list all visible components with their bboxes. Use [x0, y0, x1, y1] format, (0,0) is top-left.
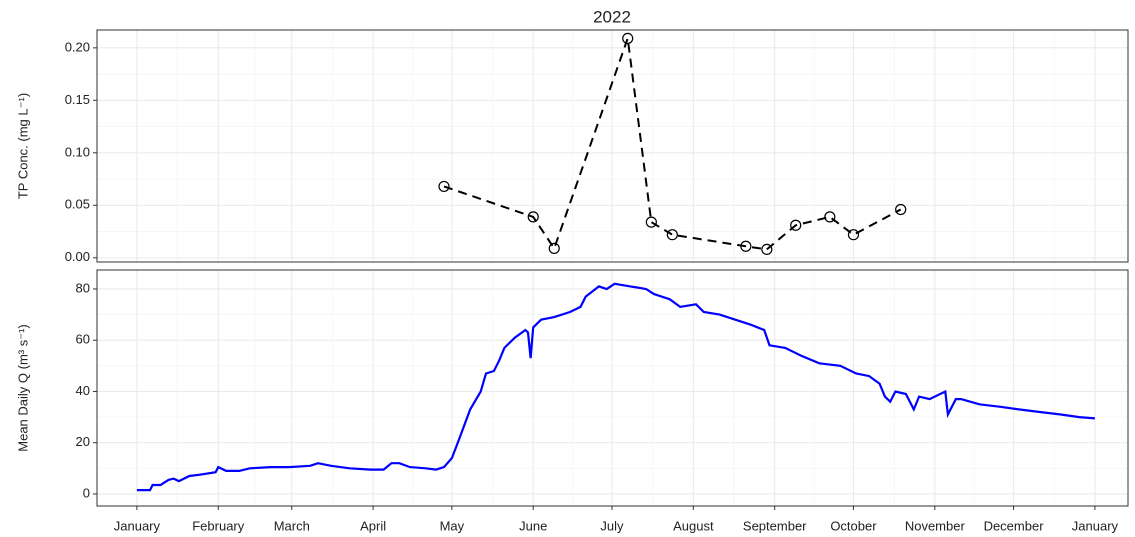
x-tick-label: October [830, 518, 877, 533]
data-line [136, 282, 1095, 492]
data-point [847, 229, 860, 241]
data-point [895, 203, 907, 216]
x-tick-label: January [1072, 518, 1119, 533]
y-axis-label: Mean Daily Q (m³ s⁻¹) [15, 324, 30, 451]
x-tick-label: February [192, 518, 245, 533]
data-point [622, 32, 634, 44]
y-tick-label: 0 [83, 485, 90, 500]
panel-border [96, 29, 1129, 263]
data-point [824, 211, 836, 223]
chart-title: 2022 [593, 7, 631, 26]
y-tick-label: 0.05 [65, 197, 90, 212]
y-tick-label: 0.15 [65, 92, 90, 107]
data-point [740, 240, 752, 252]
y-tick-label: 40 [76, 383, 90, 398]
panel-border [96, 269, 1129, 507]
x-tick-label: September [743, 518, 807, 533]
x-tick-label: December [984, 518, 1045, 533]
x-tick-label: August [673, 518, 714, 533]
x-tick-label: May [440, 518, 465, 533]
y-tick-label: 80 [76, 280, 90, 295]
x-tick-label: June [519, 518, 547, 533]
y-tick-label: 60 [76, 332, 90, 347]
y-tick-label: 20 [76, 434, 90, 449]
x-tick-label: January [114, 518, 161, 533]
data-point [761, 243, 773, 256]
data-point [527, 211, 539, 223]
x-tick-label: July [600, 518, 624, 533]
data-point [438, 180, 450, 193]
data-point [645, 216, 657, 228]
y-tick-label: 0.00 [65, 249, 90, 264]
y-tick-label: 0.10 [65, 144, 90, 159]
x-tick-label: April [360, 518, 386, 533]
y-tick-label: 0.20 [65, 39, 90, 54]
x-tick-label: November [905, 518, 966, 533]
data-point [790, 219, 802, 231]
data-point [666, 229, 678, 241]
x-tick-label: March [274, 518, 310, 533]
data-point [548, 242, 560, 254]
y-axis-label: TP Conc. (mg L⁻¹) [15, 93, 30, 199]
